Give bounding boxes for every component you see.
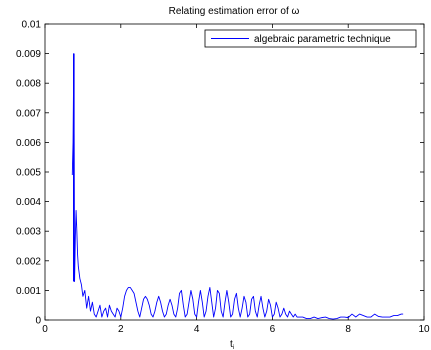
y-tick-label: 0.001 (16, 286, 41, 297)
x-tick-label: 8 (345, 324, 351, 335)
y-tick-label: 0.003 (16, 227, 41, 238)
x-axis-label-subscript: i (233, 345, 234, 350)
y-tick-label: 0.009 (16, 49, 41, 60)
x-tick-label: 0 (42, 324, 48, 335)
y-tick-label: 0.01 (22, 20, 42, 31)
x-tick-label: 6 (270, 324, 276, 335)
x-tick-label: 10 (418, 324, 430, 335)
y-tick-label: 0.004 (16, 197, 41, 208)
series-line (71, 53, 404, 320)
y-tick-label: 0.002 (16, 256, 41, 267)
plot-area (44, 23, 425, 321)
y-axis-ticks: 0 0.001 0.002 0.003 0.004 0.005 0.006 0.007 0.00… (16, 20, 424, 327)
legend: algebraic parametric technique (204, 29, 417, 48)
y-tick-label: 0 (35, 316, 41, 327)
x-tick-label: 4 (194, 324, 200, 335)
legend-label: algebraic parametric technique (254, 34, 391, 45)
y-tick-label: 0.006 (16, 138, 41, 149)
legend-box (204, 29, 417, 48)
chart-title: Relating estimation error of ω (169, 6, 300, 17)
y-tick-label: 0.008 (16, 79, 41, 90)
x-tick-label: 2 (118, 324, 124, 335)
y-tick-label: 0.005 (16, 168, 41, 179)
y-tick-label: 0.007 (16, 108, 41, 119)
x-axis-label-main: t (230, 339, 233, 350)
x-axis-label: ti (230, 339, 234, 350)
